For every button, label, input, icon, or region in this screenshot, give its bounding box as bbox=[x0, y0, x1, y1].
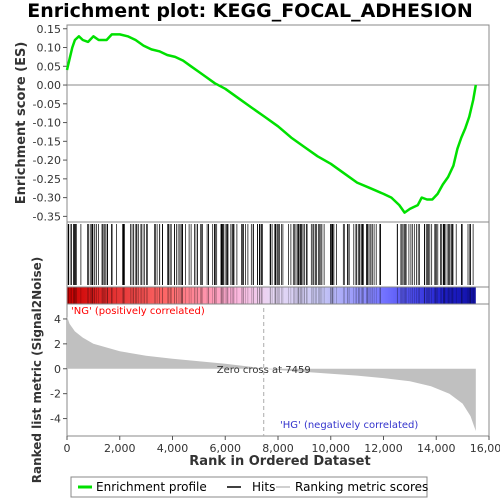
rank-ytick-label: -4 bbox=[50, 413, 61, 426]
negative-correlation-label: 'HG' (negatively correlated) bbox=[280, 420, 418, 431]
x-axis-label: Rank in Ordered Dataset bbox=[189, 454, 370, 469]
es-ytick-label: -0.15 bbox=[33, 135, 61, 148]
ranked-ylabel: Ranked list metric (Signal2Noise) bbox=[30, 257, 44, 484]
rank-ytick-label: 0 bbox=[54, 363, 61, 376]
x-tick-label: 16,000 bbox=[470, 442, 500, 455]
x-tick-label: 2,000 bbox=[104, 442, 136, 455]
legend-hits-label: Hits bbox=[252, 480, 275, 494]
es-ytick-label: -0.35 bbox=[33, 210, 61, 223]
es-ytick-label: 0.05 bbox=[37, 60, 62, 73]
x-tick-label: 10,000 bbox=[312, 442, 351, 455]
x-tick-label: 0 bbox=[64, 442, 71, 455]
x-tick-label: 12,000 bbox=[364, 442, 403, 455]
chart-title: Enrichment plot: KEGG_FOCAL_ADHESION bbox=[27, 0, 473, 22]
legend-ranking-label: Ranking metric scores bbox=[295, 480, 428, 494]
zero-cross-label: Zero cross at 7459 bbox=[217, 365, 311, 376]
x-tick-label: 4,000 bbox=[157, 442, 189, 455]
es-ytick-label: -0.20 bbox=[33, 154, 61, 167]
enrichment-profile-line bbox=[65, 33, 478, 214]
x-tick-label: 14,000 bbox=[417, 442, 456, 455]
ranking-metric-area bbox=[67, 316, 476, 431]
rank-ytick-label: -2 bbox=[50, 388, 61, 401]
legend-enrichment-label: Enrichment profile bbox=[96, 480, 207, 494]
es-panel-frame bbox=[66, 24, 490, 223]
es-ylabel: Enrichment score (ES) bbox=[14, 42, 29, 205]
es-ytick-label: -0.10 bbox=[33, 117, 61, 130]
es-ytick-label: 0.00 bbox=[37, 79, 62, 92]
positive-correlation-label: 'NG' (positively correlated) bbox=[71, 306, 205, 317]
rank-ytick-label: 4 bbox=[54, 313, 61, 326]
es-ytick-label: 0.10 bbox=[37, 42, 62, 55]
rank-ytick-label: 2 bbox=[54, 338, 61, 351]
es-ytick-label: -0.30 bbox=[33, 192, 61, 205]
x-tick-label: 8,000 bbox=[262, 442, 294, 455]
rank-color-bar bbox=[67, 287, 476, 304]
es-ytick-label: -0.05 bbox=[33, 98, 61, 111]
es-ytick-label: 0.15 bbox=[37, 23, 62, 36]
es-ytick-label: -0.25 bbox=[33, 173, 61, 186]
x-tick-label: 6,000 bbox=[210, 442, 242, 455]
legend-box bbox=[70, 476, 428, 498]
